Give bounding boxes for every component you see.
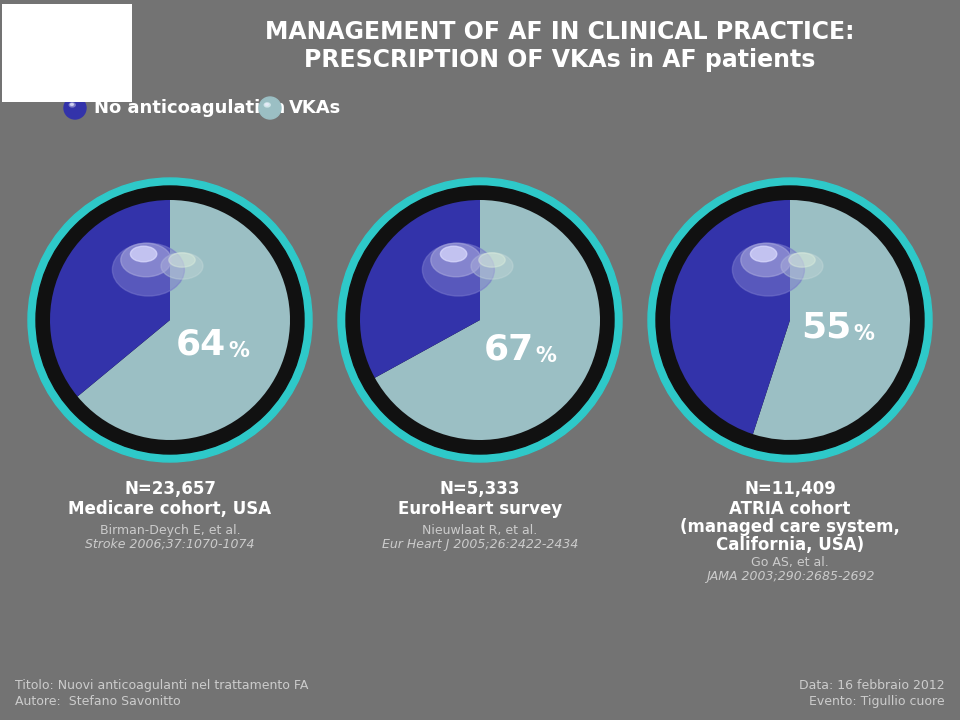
Circle shape — [28, 178, 312, 462]
Text: (managed care system,: (managed care system, — [680, 518, 900, 536]
Circle shape — [64, 97, 86, 119]
Text: 67: 67 — [484, 333, 534, 366]
Ellipse shape — [422, 243, 494, 296]
Ellipse shape — [741, 243, 791, 276]
Ellipse shape — [479, 253, 505, 267]
Ellipse shape — [69, 103, 75, 107]
Text: N=23,657: N=23,657 — [124, 480, 216, 498]
Circle shape — [648, 178, 932, 462]
Text: Evento: Tigullio cuore: Evento: Tigullio cuore — [809, 695, 945, 708]
Text: 64: 64 — [177, 328, 227, 361]
Circle shape — [656, 186, 924, 454]
Ellipse shape — [431, 243, 481, 276]
Text: Stroke 2006;37:1070-1074: Stroke 2006;37:1070-1074 — [85, 538, 254, 551]
Text: %: % — [536, 346, 557, 366]
Ellipse shape — [732, 243, 804, 296]
Ellipse shape — [471, 253, 513, 279]
Text: EuroHeart survey: EuroHeart survey — [397, 500, 563, 518]
Text: PRESCRIPTION OF VKAs in AF patients: PRESCRIPTION OF VKAs in AF patients — [304, 48, 816, 72]
Text: Autore:  Stefano Savonitto: Autore: Stefano Savonitto — [15, 695, 180, 708]
Text: VKAs: VKAs — [289, 99, 341, 117]
Text: N=11,409: N=11,409 — [744, 480, 836, 498]
Text: 55: 55 — [802, 311, 852, 345]
Ellipse shape — [112, 243, 184, 296]
FancyBboxPatch shape — [2, 4, 132, 102]
Ellipse shape — [70, 104, 74, 105]
Text: Nieuwlaat R, et al.: Nieuwlaat R, et al. — [422, 524, 538, 537]
Wedge shape — [670, 200, 790, 434]
Ellipse shape — [169, 253, 195, 267]
Circle shape — [346, 186, 614, 454]
Ellipse shape — [131, 246, 156, 262]
Wedge shape — [374, 200, 600, 440]
Text: N=5,333: N=5,333 — [440, 480, 520, 498]
Ellipse shape — [781, 253, 823, 279]
Text: Medicare cohort, USA: Medicare cohort, USA — [68, 500, 272, 518]
Circle shape — [338, 178, 622, 462]
Text: No anticoagulation: No anticoagulation — [94, 99, 285, 117]
Wedge shape — [78, 200, 290, 440]
Text: Go AS, et al.: Go AS, et al. — [751, 556, 828, 569]
Ellipse shape — [264, 103, 271, 107]
Text: MANAGEMENT OF AF IN CLINICAL PRACTICE:: MANAGEMENT OF AF IN CLINICAL PRACTICE: — [265, 20, 854, 44]
Wedge shape — [50, 200, 170, 397]
Text: Data: 16 febbraio 2012: Data: 16 febbraio 2012 — [800, 679, 945, 692]
Text: JAMA 2003;290:2685-2692: JAMA 2003;290:2685-2692 — [706, 570, 875, 583]
Ellipse shape — [751, 246, 777, 262]
Text: %: % — [853, 324, 875, 343]
Text: ATRIA cohort: ATRIA cohort — [730, 500, 851, 518]
Ellipse shape — [265, 104, 269, 105]
Ellipse shape — [161, 253, 203, 279]
Text: California, USA): California, USA) — [716, 536, 864, 554]
Ellipse shape — [441, 246, 467, 262]
Circle shape — [259, 97, 281, 119]
Text: %: % — [228, 341, 250, 361]
Text: Titolo: Nuovi anticoagulanti nel trattamento FA: Titolo: Nuovi anticoagulanti nel trattam… — [15, 679, 308, 692]
Wedge shape — [753, 200, 910, 440]
Circle shape — [36, 186, 304, 454]
Text: Birman-Deych E, et al.: Birman-Deych E, et al. — [100, 524, 240, 537]
Text: Eur Heart J 2005;26:2422-2434: Eur Heart J 2005;26:2422-2434 — [382, 538, 578, 551]
Ellipse shape — [121, 243, 171, 276]
Ellipse shape — [789, 253, 815, 267]
Wedge shape — [360, 200, 480, 378]
